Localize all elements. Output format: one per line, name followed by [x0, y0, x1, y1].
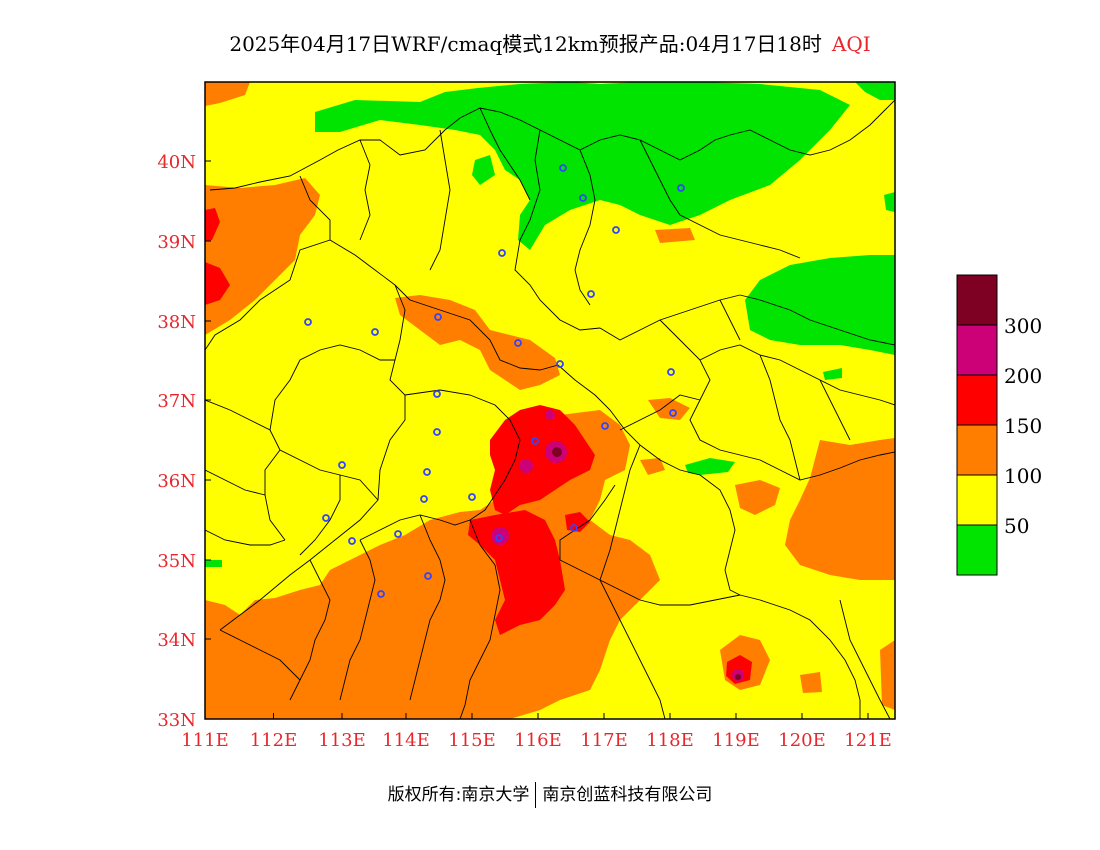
x-tick-label: 118E [646, 730, 694, 751]
good-region-east [745, 255, 895, 355]
x-tick-label: 111E [181, 730, 229, 751]
red-region-west-edge-1 [205, 208, 220, 242]
legend-label-300: 300 [1004, 314, 1043, 338]
orange-region-west [205, 178, 320, 335]
orange-region-small-2 [640, 458, 665, 475]
chart-title: 2025年04月17日WRF/cmaq模式12km预报产品:04月17日18时 A… [0, 28, 1100, 57]
legend-swatch-moderate [956, 474, 998, 526]
y-tick-label: 39N [157, 232, 196, 253]
copyright-footer: 版权所有:南京大学 南京创蓝科技有限公司 [0, 780, 1100, 808]
company-text: 南京创蓝科技有限公司 [542, 785, 713, 805]
orange-region-small-3 [655, 228, 695, 243]
good-region-north [315, 82, 850, 250]
red-region-south [468, 510, 565, 635]
legend-swatch-very-unhealthy [956, 324, 998, 376]
legend-swatch-good [956, 524, 998, 576]
good-region-small-3 [205, 560, 222, 567]
good-region-small-1 [472, 155, 495, 185]
orange-region-small-1 [648, 398, 690, 420]
good-region-small-5 [884, 192, 895, 212]
legend-label-200: 200 [1004, 364, 1043, 388]
x-tick-label: 119E [712, 730, 760, 751]
boundaries [205, 99, 895, 719]
x-tick-label: 112E [250, 730, 298, 751]
x-tick-label: 113E [318, 730, 366, 751]
very-unhealthy-spot-4 [545, 410, 555, 420]
hazardous-spot-2 [735, 674, 741, 680]
legend-swatch-hazardous [956, 274, 998, 326]
map-field [205, 82, 895, 719]
tick-marks [204, 160, 869, 720]
title-pollutant: AQI [831, 32, 871, 56]
x-tick-label: 115E [448, 730, 496, 751]
legend-label-150: 150 [1004, 414, 1043, 438]
x-tick-label: 121E [844, 730, 892, 751]
x-tick-label: 117E [580, 730, 628, 751]
x-tick-label: 116E [514, 730, 562, 751]
orange-region-east-edge [880, 640, 895, 710]
x-tick-label: 120E [778, 730, 826, 751]
y-tick-label: 37N [157, 391, 196, 412]
station-markers [304, 164, 685, 598]
legend-swatch-unhealthy-sensitive [956, 424, 998, 476]
legend-label-50: 50 [1004, 514, 1030, 538]
y-tick-label: 38N [157, 312, 196, 333]
legend-colorbar [956, 274, 998, 576]
y-tick-label: 35N [157, 551, 196, 572]
orange-region-east-small [735, 480, 780, 515]
y-tick-label: 40N [157, 152, 196, 173]
red-region-west-edge-2 [205, 262, 230, 305]
y-tick-label: 33N [157, 710, 196, 731]
title-main: 2025年04月17日WRF/cmaq模式12km预报产品:04月17日18时 [229, 32, 822, 56]
y-tick-label: 34N [157, 630, 196, 651]
good-region-small-4 [823, 368, 842, 380]
footer-separator [535, 782, 537, 808]
copyright-text: 版权所有:南京大学 [387, 785, 530, 805]
y-tick-label: 36N [157, 471, 196, 492]
good-region-small-2 [685, 458, 735, 475]
hazardous-spot-1 [552, 447, 562, 457]
orange-region-small-4 [800, 672, 822, 693]
legend-label-100: 100 [1004, 464, 1043, 488]
good-region-northeast [855, 82, 895, 100]
x-tick-label: 114E [382, 730, 430, 751]
very-unhealthy-spot-2 [519, 459, 533, 473]
orange-region-northwest [205, 82, 250, 106]
orange-region-east [785, 438, 895, 580]
legend-swatch-unhealthy [956, 374, 998, 426]
